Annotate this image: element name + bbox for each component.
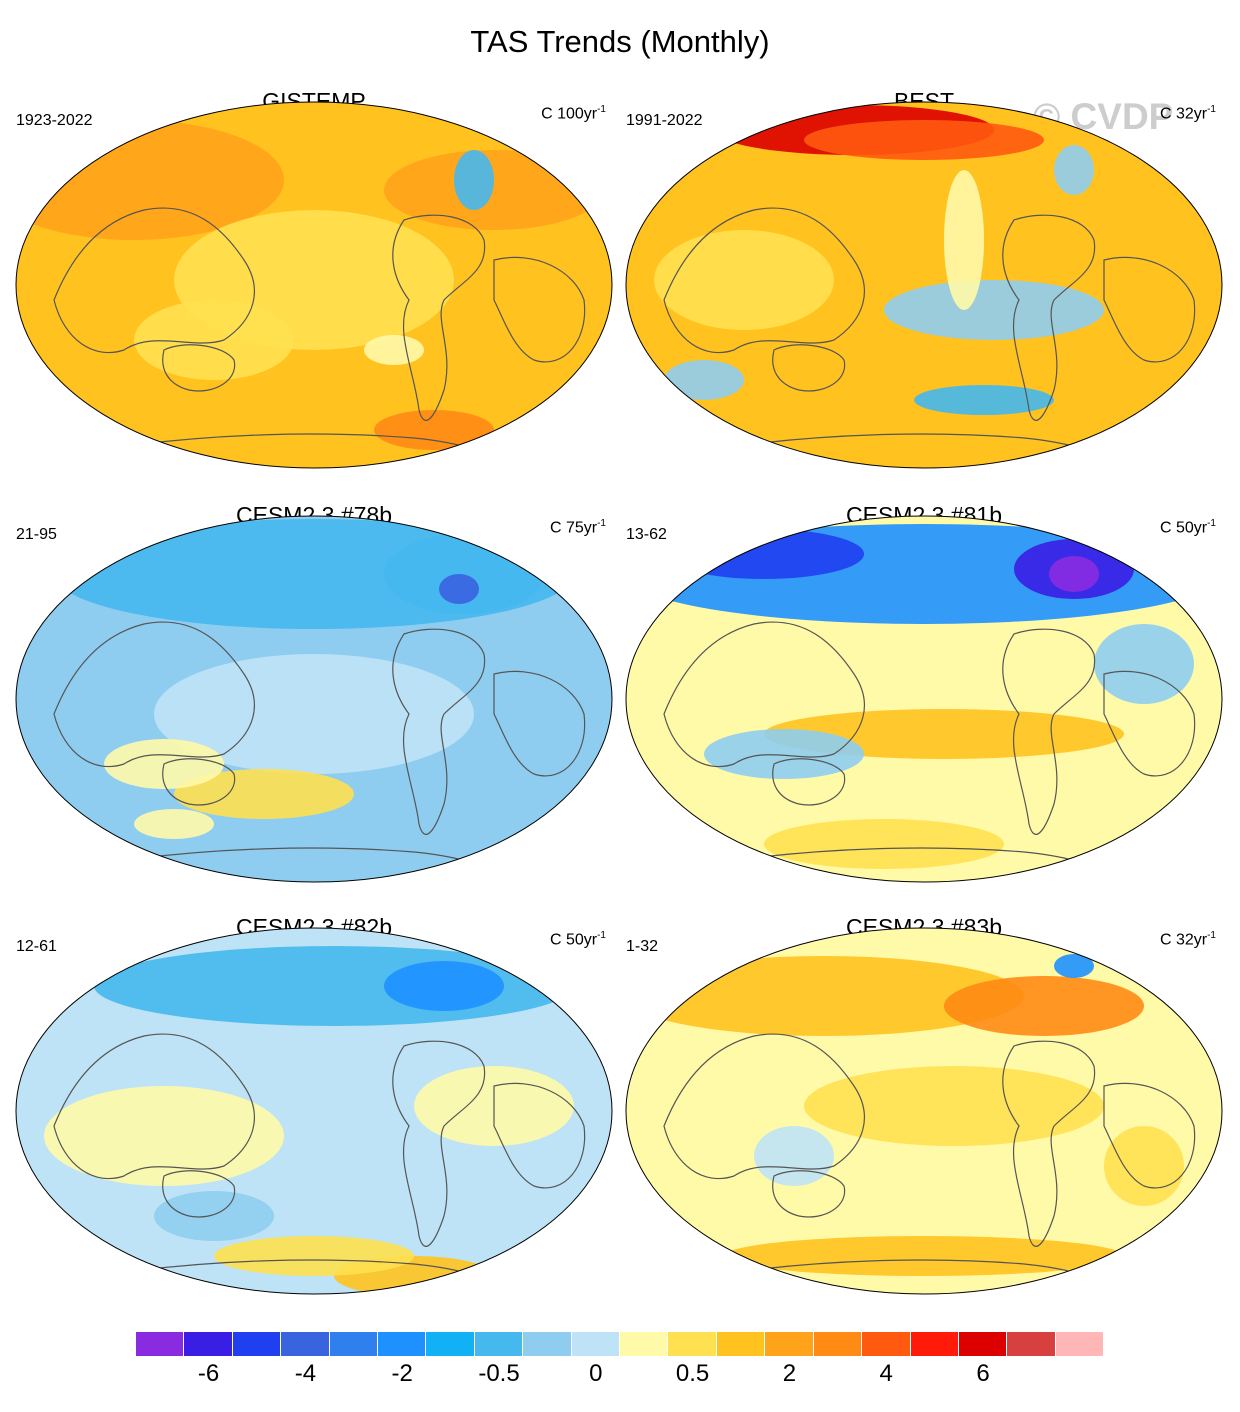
colorbar-tick-label: 2 <box>782 1360 797 1387</box>
colorbar-swatch <box>958 1332 1008 1356</box>
panel-gistemp: GISTEMP 1923-2022 C 100yr-1 <box>14 88 614 473</box>
trend-map <box>625 101 1223 469</box>
colorbar-tick-label: 0 <box>589 1360 603 1387</box>
colorbar-swatch <box>571 1332 621 1356</box>
period-label: 1-32 <box>626 938 659 955</box>
colorbar-tick-label: -4 <box>294 1360 317 1387</box>
panel-cesm-78b: CESM2.3 #78b 21-95 C 75yr-1 <box>14 502 614 887</box>
colorbar-swatch <box>329 1332 379 1356</box>
colorbar-swatch <box>136 1332 185 1356</box>
colorbar-swatch <box>523 1332 572 1356</box>
colorbar-swatch <box>1055 1332 1105 1356</box>
units-label: C 50yr-1 <box>549 930 606 949</box>
units-label: C 50yr-1 <box>1159 518 1216 537</box>
colorbar-swatch <box>281 1332 330 1356</box>
colorbar-tick-label: -0.5 <box>478 1360 520 1387</box>
colorbar-swatch <box>620 1332 669 1356</box>
trend-map <box>15 101 613 469</box>
period-label: 1991-2022 <box>626 112 703 129</box>
period-label: 1923-2022 <box>16 112 93 129</box>
trend-map <box>15 927 613 1295</box>
colorbar-tick-label: 6 <box>976 1360 990 1387</box>
units-label: C 32yr-1 <box>1159 104 1216 123</box>
colorbar-swatch <box>668 1332 717 1356</box>
colorbar-swatch <box>474 1332 524 1356</box>
period-label: 21-95 <box>16 526 57 543</box>
colorbar-tick-label: -2 <box>391 1360 413 1387</box>
colorbar-swatch <box>765 1332 814 1356</box>
trend-map <box>625 515 1223 883</box>
panel-cesm-83b: CESM2.3 #83b 1-32 C 32yr-1 <box>624 914 1224 1299</box>
colorbar-swatch <box>426 1332 475 1356</box>
period-label: 13-62 <box>626 526 667 543</box>
colorbar-swatch <box>232 1332 282 1356</box>
colorbar-tick-label: -6 <box>197 1360 220 1387</box>
units-label: C 75yr-1 <box>549 518 606 537</box>
colorbar-tick-label: 4 <box>879 1360 893 1387</box>
units-label: C 32yr-1 <box>1159 930 1216 949</box>
period-label: 12-61 <box>16 938 57 955</box>
figure-title: TAS Trends (Monthly) <box>470 24 770 59</box>
colorbar-swatch <box>910 1332 959 1356</box>
colorbar-swatch <box>862 1332 911 1356</box>
colorbar-swatch <box>378 1332 427 1356</box>
panel-cesm-81b: CESM2.3 #81b 13-62 C 50yr-1 <box>624 502 1224 887</box>
colorbar-swatch <box>184 1332 233 1356</box>
trend-map <box>15 515 613 883</box>
colorbar-swatch <box>813 1332 863 1356</box>
panel-best: BEST 1991-2022 C 32yr-1 <box>624 88 1224 473</box>
colorbar-swatch <box>716 1332 766 1356</box>
colorbar <box>136 1332 1105 1356</box>
colorbar-swatch <box>1007 1332 1056 1356</box>
panel-cesm-82b: CESM2.3 #82b 12-61 C 50yr-1 <box>14 914 614 1299</box>
trend-map <box>625 927 1223 1295</box>
colorbar-tick-label: 0.5 <box>675 1360 710 1387</box>
units-label: C 100yr-1 <box>541 104 606 123</box>
